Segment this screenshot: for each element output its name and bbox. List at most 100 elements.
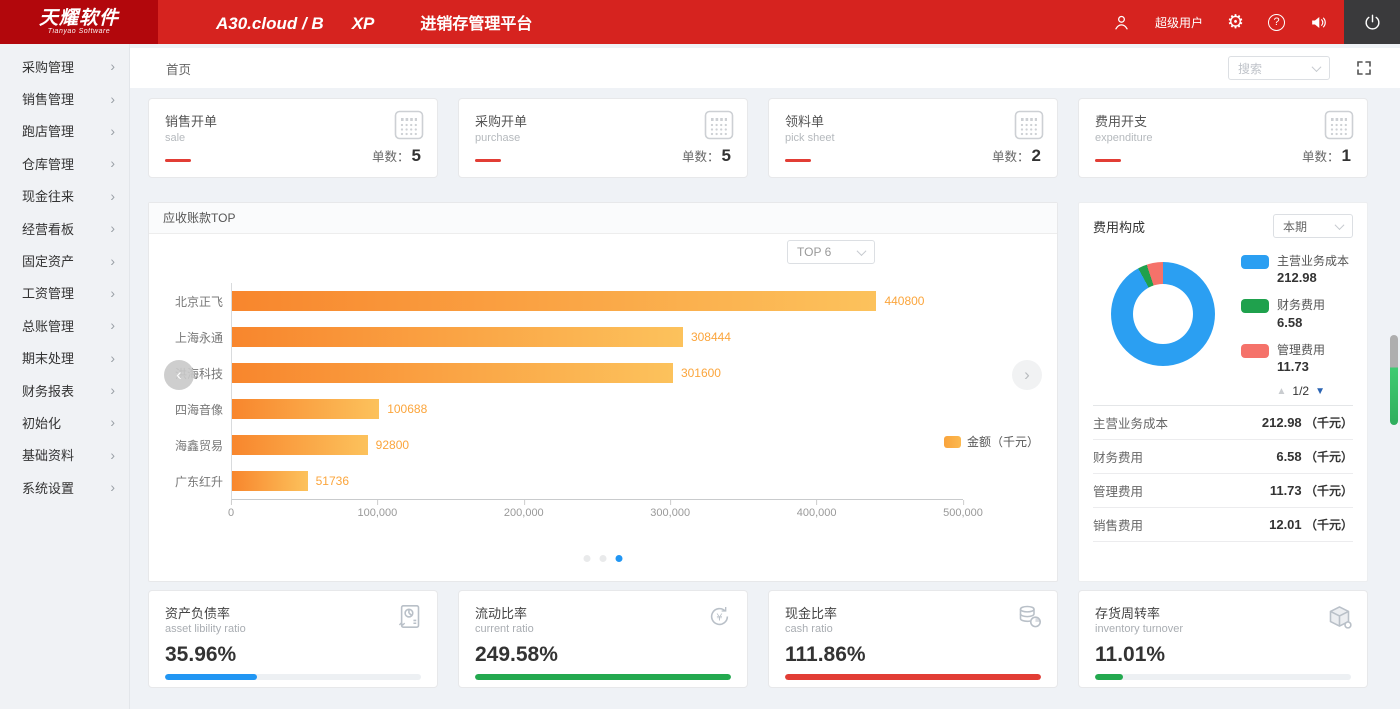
- stat-card-count: 单数： 5: [682, 146, 731, 166]
- stat-card[interactable]: 采购开单 purchase 单数： 5: [458, 98, 748, 178]
- stat-card-title: 销售开单: [165, 114, 218, 129]
- speaker-icon[interactable]: [1309, 13, 1328, 32]
- red-dash: [1095, 159, 1121, 162]
- stat-card-count: 单数： 5: [372, 146, 421, 166]
- bar-row: 92800: [232, 427, 963, 463]
- receivables-panel-title: 应收账款TOP: [149, 203, 1057, 234]
- sidebar-item-label: 财务报表: [22, 383, 75, 399]
- stat-card[interactable]: 费用开支 expenditure 单数： 1: [1078, 98, 1368, 178]
- sidebar-item[interactable]: 固定资产 ›: [0, 244, 129, 276]
- ratio-card-subtitle: cash ratio: [785, 623, 833, 635]
- logout-power-button[interactable]: [1344, 0, 1400, 44]
- expense-row-number: 6.58: [1276, 449, 1302, 465]
- bar-chart-category-labels: 北京正飞 上海永通 洪海科技 四海音像 海鑫贸易 广东红升: [165, 283, 231, 500]
- dashboard-content: 销售开单 sale 单数： 5 采购开单 purchase 单数： 5 领料单 pick shee…: [130, 88, 1400, 688]
- x-axis-tick: 200,000: [503, 500, 544, 519]
- x-axis-tick: 300,000: [650, 500, 691, 519]
- sidebar: 采购管理 › 销售管理 › 跑店管理 › 仓库管理 › 现金往来 › 经营看板 › 固定资产 › 工资管理 ›…: [0, 44, 130, 709]
- pager-up-icon[interactable]: ▲: [1276, 385, 1287, 397]
- fullscreen-icon[interactable]: [1356, 60, 1372, 76]
- sidebar-item[interactable]: 总账管理 ›: [0, 309, 129, 341]
- breadcrumb-home[interactable]: 首页: [166, 62, 192, 77]
- bar-value-label: 301600: [680, 366, 721, 380]
- gear-icon[interactable]: ⚙: [1226, 11, 1244, 33]
- bar-value-label: 440800: [884, 294, 925, 308]
- ratio-progress-track: [475, 674, 731, 680]
- carousel-dot[interactable]: [615, 555, 623, 562]
- power-icon: [1364, 14, 1380, 30]
- sidebar-item[interactable]: 初始化 ›: [0, 406, 129, 438]
- sidebar-item[interactable]: 现金往来 ›: [0, 180, 129, 212]
- bar-segment: 92800: [232, 435, 409, 455]
- expense-row: 销售费用 12.01 （千元）: [1093, 508, 1353, 543]
- sidebar-item[interactable]: 财务报表 ›: [0, 374, 129, 406]
- legend-label: 金额（千元）: [966, 435, 1039, 449]
- svg-text:¥: ¥: [716, 612, 723, 623]
- breadcrumb-bar: 首页 搜索: [130, 48, 1400, 88]
- sidebar-item[interactable]: 仓库管理 ›: [0, 147, 129, 179]
- ratio-card: 资产负债率 asset libility ratio 35.96%: [148, 590, 438, 688]
- count-value: 1: [1341, 146, 1351, 165]
- donut-legend-text: 主营业务成本 212.98: [1277, 254, 1349, 285]
- help-icon[interactable]: ?: [1268, 13, 1285, 31]
- current-user[interactable]: 超级用户: [1154, 15, 1203, 30]
- middle-row: 应收账款TOP TOP 6 北京正飞 上海永通 洪海科技 四海音像 海鑫贸易 广东红升 4…: [148, 202, 1368, 582]
- chevron-right-icon: ›: [110, 479, 115, 496]
- bar-chart-x-axis: 0 100,000 200,000 300,000 400,000 500,000: [227, 500, 983, 522]
- chevron-right-icon: ›: [110, 58, 115, 75]
- ratio-progress-track: [1095, 674, 1351, 680]
- period-select[interactable]: 本期: [1273, 214, 1353, 238]
- carousel-next-button[interactable]: ›: [1012, 360, 1042, 390]
- sidebar-item[interactable]: 期末处理 ›: [0, 342, 129, 374]
- stat-card[interactable]: 销售开单 sale 单数： 5: [148, 98, 438, 178]
- expense-row-value: 6.58 （千元）: [1276, 448, 1353, 465]
- stat-card-count: 单数： 1: [1302, 146, 1351, 166]
- sidebar-item[interactable]: 基础资料 ›: [0, 439, 129, 471]
- user-icon[interactable]: [1112, 13, 1131, 32]
- expense-row-unit: （千元）: [1301, 416, 1353, 431]
- calculator-icon: [704, 110, 734, 145]
- help-circle: ?: [1268, 13, 1285, 31]
- sidebar-item[interactable]: 系统设置 ›: [0, 471, 129, 503]
- scrollbar-thumb[interactable]: [1390, 335, 1398, 425]
- sidebar-item[interactable]: 经营看板 ›: [0, 212, 129, 244]
- pager-down-icon[interactable]: ▼: [1315, 385, 1325, 397]
- count-value: 5: [721, 146, 731, 165]
- sidebar-item[interactable]: 销售管理 ›: [0, 82, 129, 114]
- donut-legend-value: 6.58: [1277, 314, 1303, 330]
- x-axis-tick: 0: [227, 500, 235, 519]
- stat-card-title: 费用开支: [1095, 114, 1148, 129]
- chevron-right-icon: ›: [110, 349, 115, 366]
- expense-donut-chart: [1111, 262, 1215, 367]
- ratio-progress-track: [785, 674, 1041, 680]
- expense-row: 财务费用 6.58 （千元）: [1093, 440, 1353, 475]
- search-input[interactable]: 搜索: [1228, 56, 1330, 80]
- expense-row-value: 212.98 （千元）: [1262, 414, 1353, 431]
- stat-card[interactable]: 领料单 pick sheet 单数： 2: [768, 98, 1058, 178]
- top-n-select[interactable]: TOP 6: [787, 240, 875, 264]
- expense-donut-row: 主营业务成本 212.98 财务费用 6.58 管理费用 11.73: [1093, 254, 1353, 374]
- sidebar-item-label: 总账管理: [22, 318, 75, 334]
- stat-card-subtitle: purchase: [475, 132, 521, 144]
- chevron-right-icon: ›: [110, 317, 115, 334]
- ratio-card-subtitle: current ratio: [475, 623, 534, 635]
- chevron-right-icon: ›: [110, 252, 115, 269]
- carousel-dot[interactable]: [599, 555, 607, 562]
- expense-row-list: 主营业务成本 212.98 （千元） 财务费用 6.58 （千元） 管理费用 11.73 …: [1093, 406, 1353, 543]
- expense-row-label: 管理费用: [1093, 485, 1144, 500]
- chevron-right-icon: ›: [110, 90, 115, 107]
- donut-legend-label: 管理费用: [1277, 342, 1326, 357]
- main-area: 首页 搜索 销售开单 sale 单数： 5 采购开单 purchase 单数： 5 领料单 pic…: [130, 44, 1400, 709]
- sidebar-item-label: 期末处理: [22, 351, 75, 367]
- coins-icon: [1016, 603, 1043, 635]
- sidebar-item[interactable]: 跑店管理 ›: [0, 115, 129, 147]
- ratio-card-value: 111.86%: [785, 643, 866, 666]
- report-icon: [396, 603, 423, 635]
- carousel-prev-button[interactable]: ‹: [164, 360, 194, 390]
- sidebar-item[interactable]: 采购管理 ›: [0, 50, 129, 82]
- carousel-dot[interactable]: [583, 555, 591, 562]
- bar-row: 440800: [232, 283, 963, 319]
- header-actions: 超级用户 ⚙ ?: [1112, 13, 1344, 32]
- pager-page: 1/2: [1292, 384, 1310, 399]
- sidebar-item[interactable]: 工资管理 ›: [0, 277, 129, 309]
